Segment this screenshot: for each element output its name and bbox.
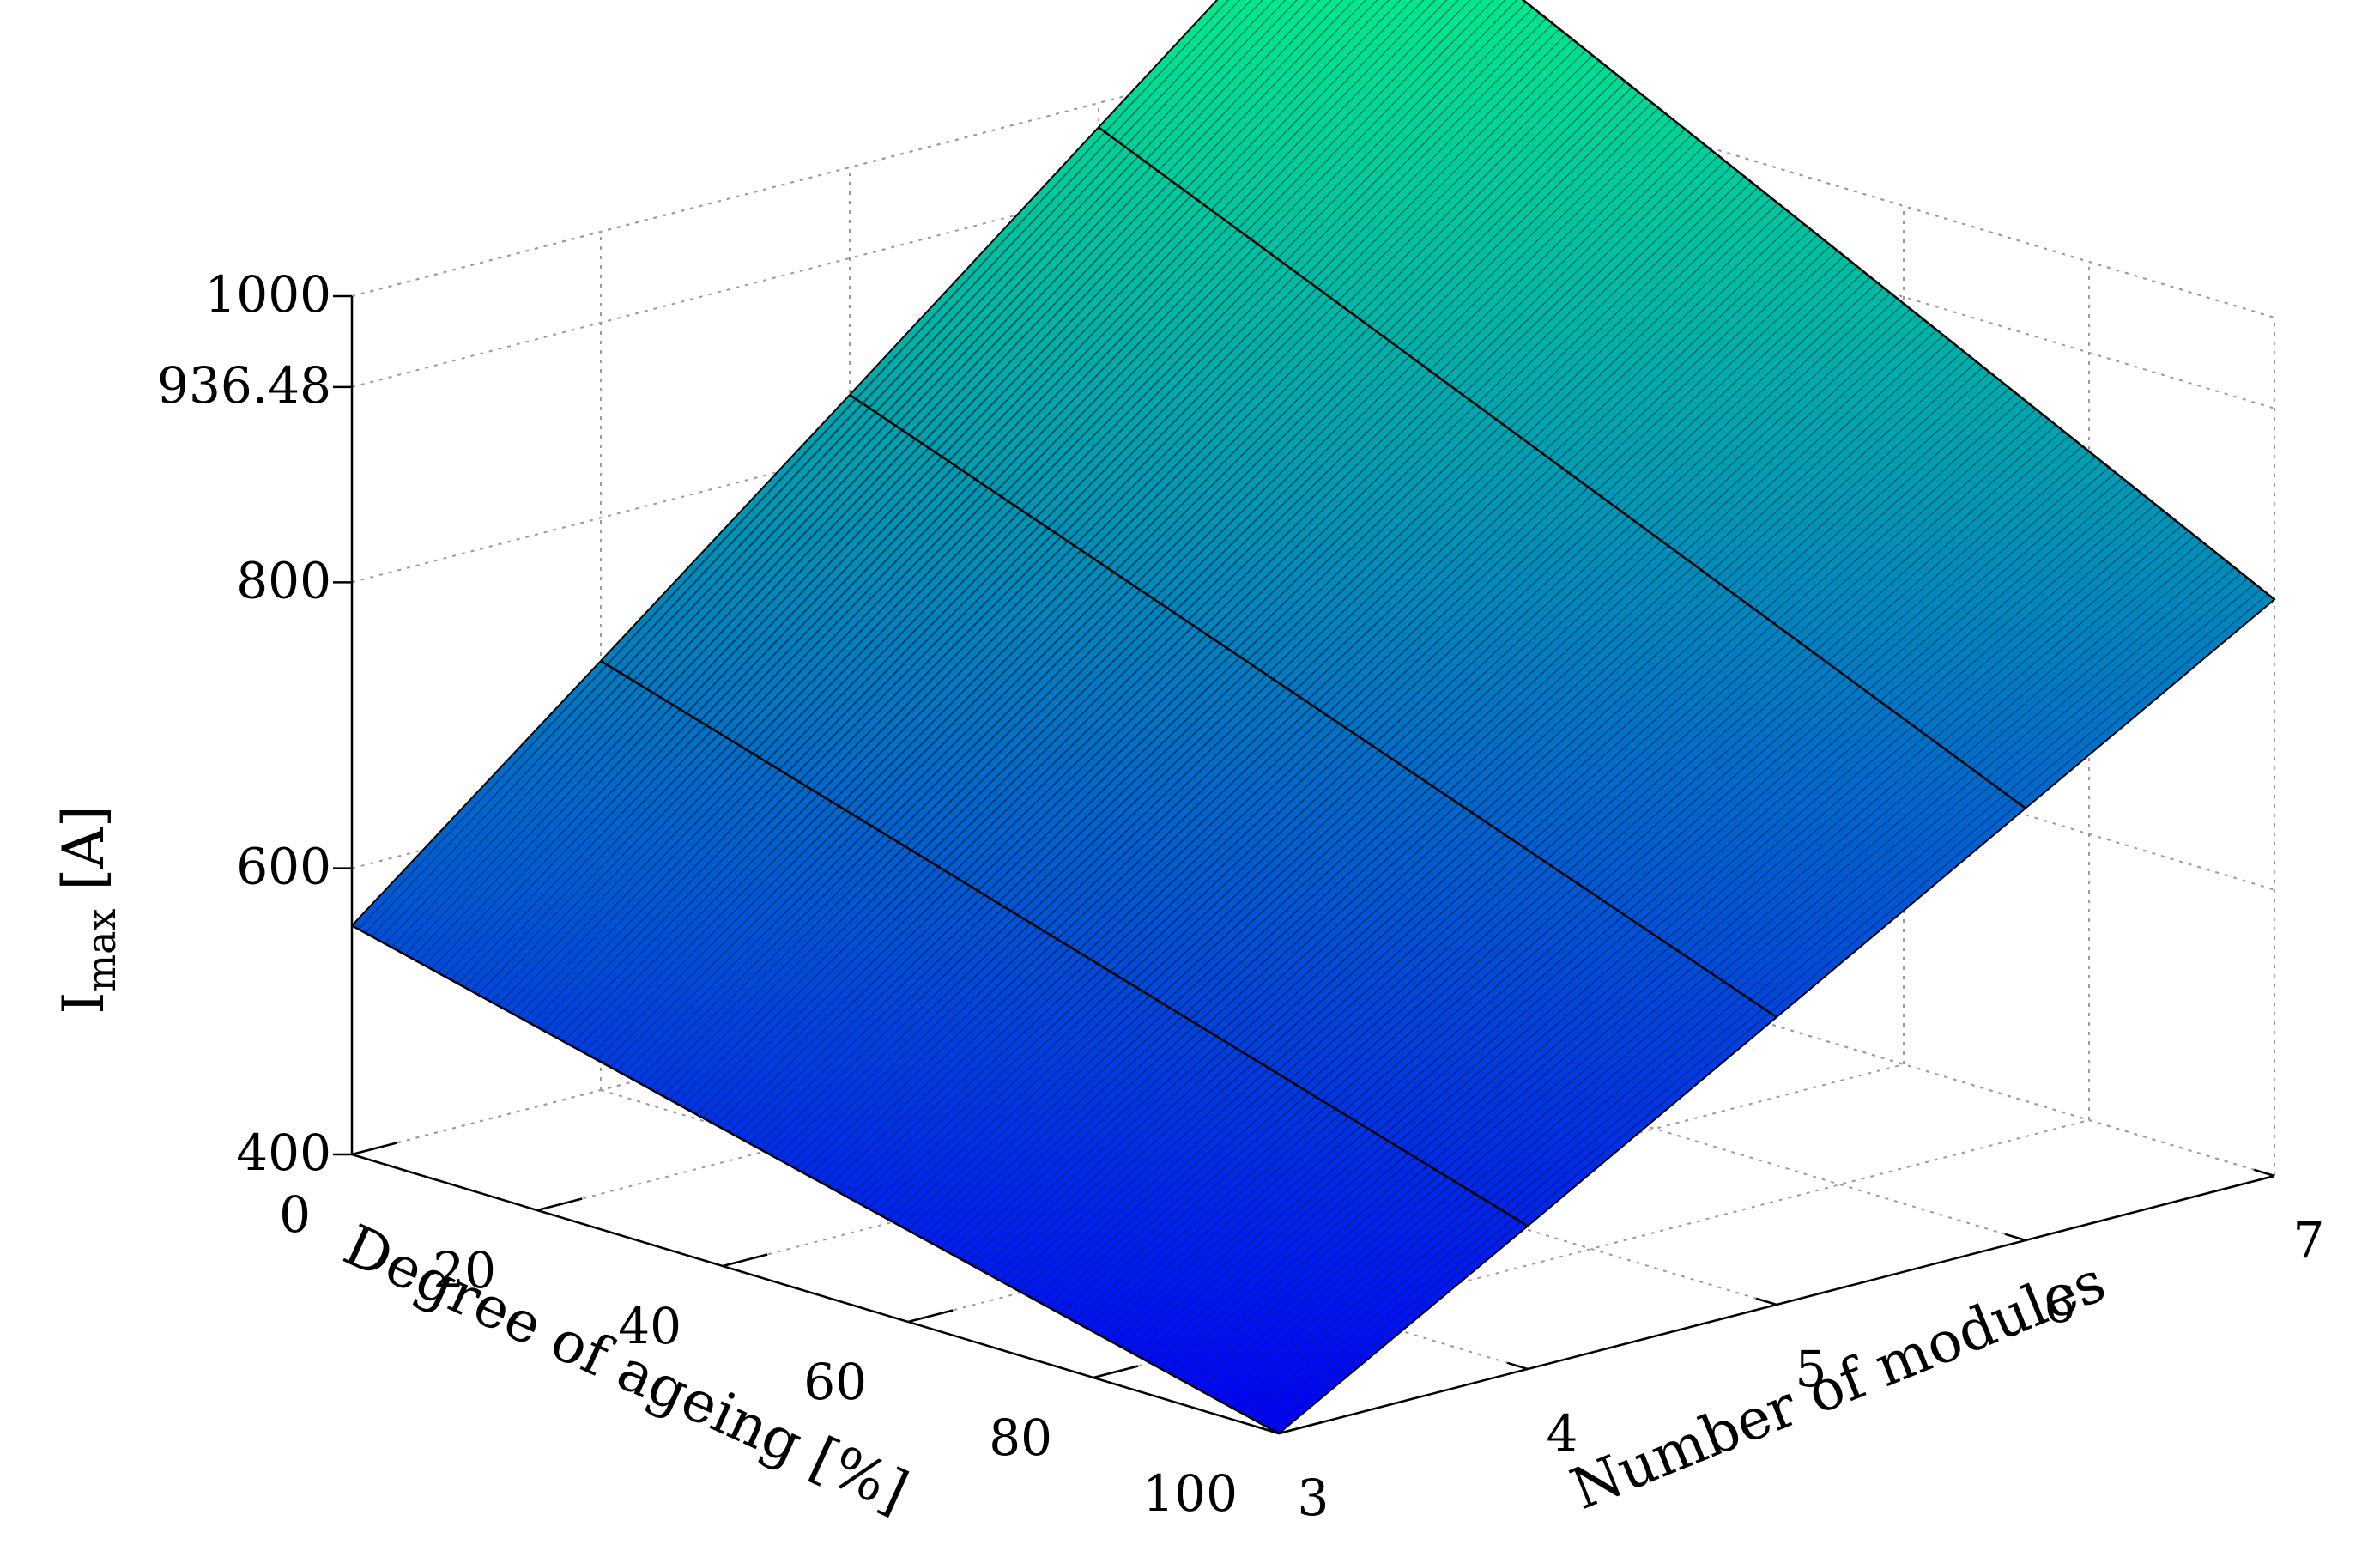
x-tick-label: 80 <box>989 1409 1052 1467</box>
z-tick-label: 600 <box>236 838 331 896</box>
x-tick-label: 100 <box>1142 1464 1238 1523</box>
mesh-line-modules-4 <box>600 659 1529 1227</box>
z-tick-label: 400 <box>236 1124 331 1182</box>
wall-edges <box>351 38 2275 1176</box>
x-axis-line <box>351 1153 1280 1435</box>
y-tick-label: 4 <box>1547 1404 1578 1463</box>
mesh-line-modules-6 <box>1098 126 2026 809</box>
label-layer: 400 600 800 936.48 1000 0 20 40 60 80 100 3 4 5 6 7 <box>157 265 2324 1527</box>
x-tick-label: 20 <box>433 1241 496 1300</box>
y-tick-1 <box>1506 1361 1529 1371</box>
y-tick-4 <box>2253 1168 2275 1178</box>
y-tick-label: 3 <box>1298 1469 1329 1527</box>
mesh-line-modules-5 <box>849 393 1777 1019</box>
y-tick-2 <box>1755 1297 1777 1306</box>
z-tick-label: 800 <box>236 551 331 609</box>
y-tick-label: 5 <box>1796 1340 1827 1398</box>
y-tick-label: 6 <box>2044 1275 2076 1334</box>
x-tick-0 <box>351 1142 397 1156</box>
z-tick-label: 1000 <box>204 265 331 324</box>
x-tick-label: 0 <box>279 1185 311 1244</box>
x-tick-4 <box>1093 1365 1139 1379</box>
x-tick-1 <box>536 1197 583 1212</box>
z-axis-title: Imax [A] <box>51 805 124 1014</box>
y-tick-0 <box>1257 1426 1280 1435</box>
axis-layer <box>333 294 2275 1435</box>
z-tick-label: 936.48 <box>157 356 331 415</box>
surface-layer <box>350 0 2276 1435</box>
x-tick-3 <box>907 1309 954 1324</box>
x-tick-label: 60 <box>803 1353 867 1411</box>
x-tick-label: 40 <box>618 1297 681 1355</box>
x-tick-2 <box>722 1253 768 1268</box>
y-tick-3 <box>2004 1233 2026 1242</box>
surface-outline <box>350 0 2276 1435</box>
y-tick-label: 7 <box>2293 1211 2325 1269</box>
x-tick-5 <box>1278 1421 1324 1435</box>
